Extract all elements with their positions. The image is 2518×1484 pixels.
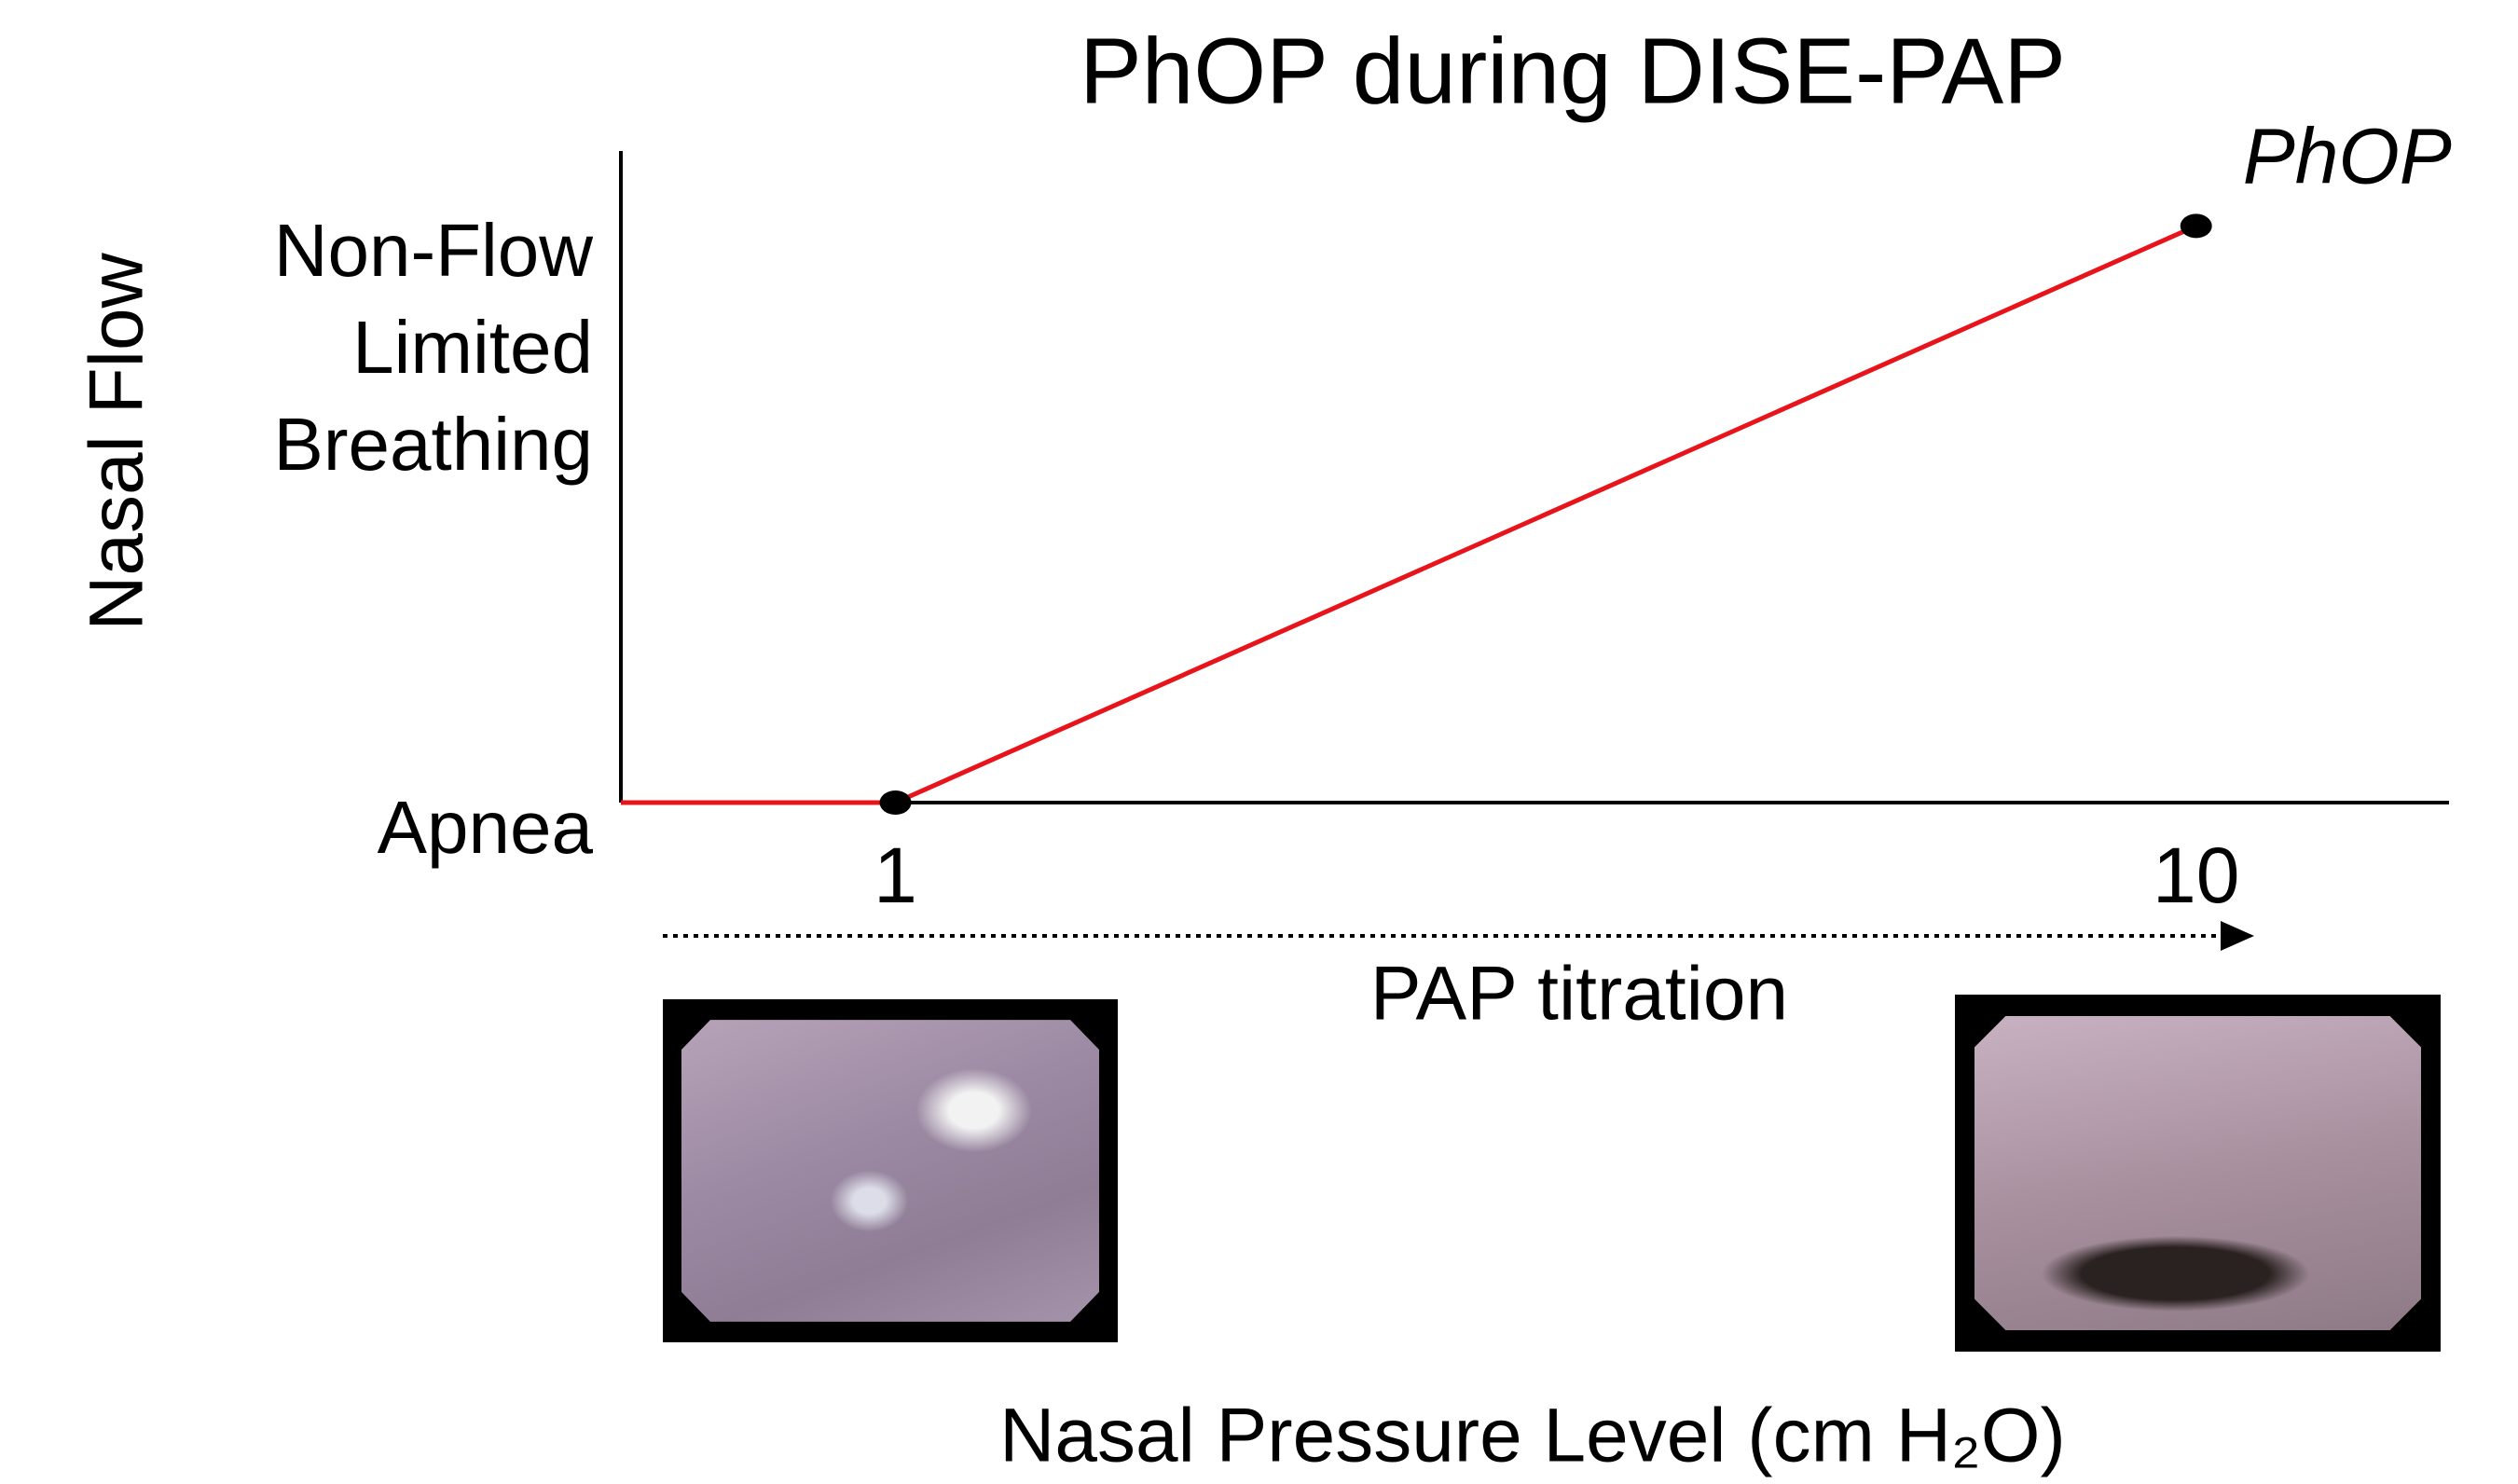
data-line: [621, 224, 2197, 805]
x-tick-label: 10: [2153, 831, 2239, 919]
data-point: [2180, 213, 2212, 239]
endoscopy-image-apnea: [663, 999, 1118, 1342]
y-axis-label: Nasal Flow: [75, 252, 159, 630]
x-axis-label: Nasal Pressure Level (cm H₂O): [999, 1394, 2066, 1478]
chart-title: PhOP during DISE-PAP: [1080, 19, 2066, 123]
y-tick-label: Non-Flow Limited Breathing: [273, 209, 593, 487]
arrow-label: PAP titration: [1370, 952, 1788, 1037]
series-label: PhOP: [2243, 113, 2452, 200]
y-tick-label: Apnea: [377, 786, 593, 869]
data-point: [879, 790, 912, 815]
endoscopy-image-phop: [1955, 995, 2441, 1352]
x-tick-label: 1: [874, 831, 917, 919]
